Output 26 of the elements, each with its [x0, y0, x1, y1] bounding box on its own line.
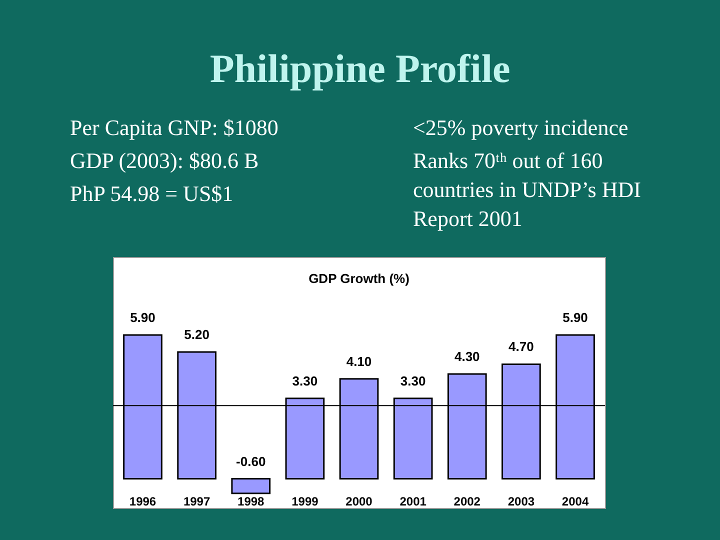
bar: [231, 478, 271, 494]
text: Per Capita GNP: $1080: [70, 115, 278, 140]
x-tick-label: 1996: [129, 494, 156, 508]
data-label: 4.70: [508, 339, 534, 354]
data-label: 5.90: [562, 310, 588, 325]
x-tick-label: 2003: [508, 494, 535, 508]
x-tick-label: 1998: [238, 494, 265, 508]
data-label: -0.60: [236, 454, 266, 469]
text: Ranks 70ᵗʰ out of 160 countries in UNDP’s HDI Report 2001: [413, 148, 641, 231]
text: GDP Growth (%): [308, 271, 410, 286]
data-label: 5.90: [130, 310, 156, 325]
data-label: 5.20: [184, 327, 210, 342]
text: PhP 54.98 = US$1: [70, 181, 234, 206]
data-label: 4.30: [454, 348, 480, 364]
chart-title: Philippine Profile: [210, 46, 510, 91]
data-label: 3.30: [292, 373, 318, 388]
x-tick-label: 2000: [346, 494, 373, 508]
text: <25% poverty incidence: [413, 115, 628, 140]
x-tick-label: 1997: [183, 494, 210, 508]
data-label: 4.10: [346, 354, 372, 369]
text: GDP (2003): $80.6 B: [70, 148, 259, 173]
x-tick-label: 2001: [400, 494, 427, 508]
x-tick-label: 1999: [292, 494, 319, 508]
x-tick-label: 2002: [454, 494, 481, 508]
x-tick-label: 2004: [562, 494, 589, 508]
data-label: 3.30: [400, 373, 426, 388]
